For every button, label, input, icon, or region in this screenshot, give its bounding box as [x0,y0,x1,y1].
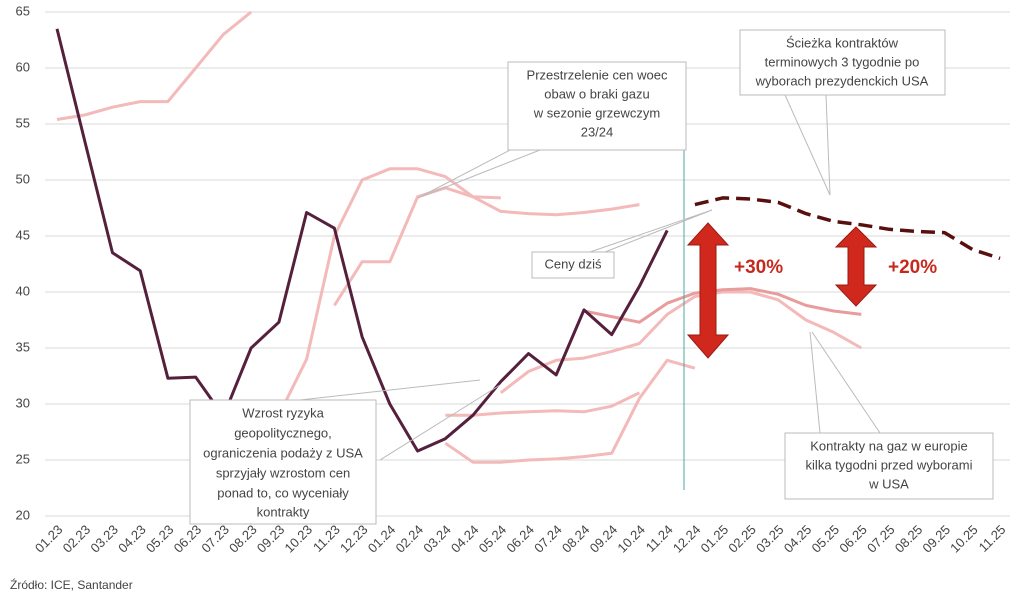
annotation: wyborach prezydenckich USA [755,73,929,88]
y-tick-label: 20 [16,507,30,522]
x-tick-label: 05.24 [476,522,510,556]
x-tick-label: 11.25 [976,522,1009,555]
annotation: obaw o braki gazu [544,86,650,101]
y-tick-label: 60 [16,59,30,74]
y-tick-label: 50 [16,171,30,186]
y-tick-label: 45 [16,227,30,242]
annotation-box [784,432,994,500]
x-tick-label: 01.23 [32,522,66,556]
pct-label: +30% [734,257,783,278]
x-tick-label: 10.23 [282,522,316,556]
series-line [333,186,501,307]
x-tick-label: 10.25 [947,522,981,556]
series-line [694,196,1001,261]
x-tick-label: 08.23 [226,522,260,556]
x-tick-label: 04.25 [781,522,815,556]
x-tick-label: 12.24 [670,522,704,556]
annotation: ograniczenia podaży z USA [203,445,363,460]
x-tick-label: 09.24 [587,522,621,556]
annotation: Kontrakty na gaz w europie [810,438,968,453]
annotation: ponad to, co wyceniały [217,485,349,500]
x-tick-label: 07.23 [198,522,232,556]
x-tick-label: 02.25 [725,522,759,556]
x-tick-label: 06.23 [171,522,205,556]
x-tick-label: 03.25 [753,522,787,556]
series-line [445,391,641,417]
series-line [277,167,640,416]
annotation: Przestrzelenie cen woec [527,67,668,82]
arrow-30 [686,222,730,359]
x-tick-label: 05.23 [143,522,177,556]
x-tick-label: 05.25 [809,522,843,556]
y-tick-label: 30 [16,395,30,410]
x-tick-label: 02.24 [392,522,426,556]
annotation-box [739,29,946,96]
y-tick-label: 65 [16,3,30,18]
x-tick-label: 03.24 [420,522,454,556]
y-tick-label: 35 [16,339,30,354]
x-tick-label: 04.24 [448,522,482,556]
annotation: Ścieżka kontraktów [786,35,899,50]
callout [589,209,713,253]
annotation: 23/24 [581,124,614,139]
x-tick-label: 07.24 [531,522,565,556]
x-tick-label: 07.25 [864,522,898,556]
annotation: Wzrost ryzyka [242,405,324,420]
x-tick-label: 01.24 [365,522,399,556]
x-tick-label: 04.23 [115,522,149,556]
x-tick-label: 08.24 [559,522,593,556]
annotation-box [189,399,377,525]
x-tick-label: 09.23 [254,522,288,556]
series-line [499,290,863,394]
annotation: w sezonie grzewczym [533,105,660,120]
x-tick-label: 02.23 [60,522,94,556]
x-tick-label: 03.23 [87,522,121,556]
x-tick-label: 06.25 [836,522,870,556]
annotation: w USA [868,476,909,491]
callout [809,331,881,434]
y-tick-label: 25 [16,451,30,466]
series-line [55,28,669,453]
lines [55,10,1001,464]
x-tick-label: 11.24 [643,522,676,555]
y-tick-label: 55 [16,115,30,130]
source: Źródło: ICE, Santander [10,577,133,592]
x-tick-label: 11.23 [310,522,343,555]
series-line [56,10,253,121]
callout [417,149,541,199]
callout [299,379,501,461]
x-tick-label: 12.23 [337,522,371,556]
pct-label: +20% [888,257,937,278]
x-tick-label: 06.24 [503,522,537,556]
x-tick-label: 01.25 [698,522,732,556]
annotation-box [531,251,615,279]
annotation: kontrakty [257,504,310,519]
series-line [444,358,696,464]
arrow-20 [834,226,878,307]
callout [784,94,831,196]
annotation: kilka tygodni przed wyborami [806,457,973,472]
annotation-box [507,61,687,151]
x-tick-label: 10.24 [614,522,648,556]
annotation: geopolitycznego, [234,425,332,440]
series-line [583,287,862,324]
x-tick-label: 08.25 [892,522,926,556]
y-tick-label: 40 [16,283,30,298]
annotation: Ceny dziś [544,256,602,271]
x-tick-label: 09.25 [919,522,953,556]
annotation: sprzyjały wzrostom cen [216,465,350,480]
annotation: terminowych 3 tygodnie po [765,54,920,69]
